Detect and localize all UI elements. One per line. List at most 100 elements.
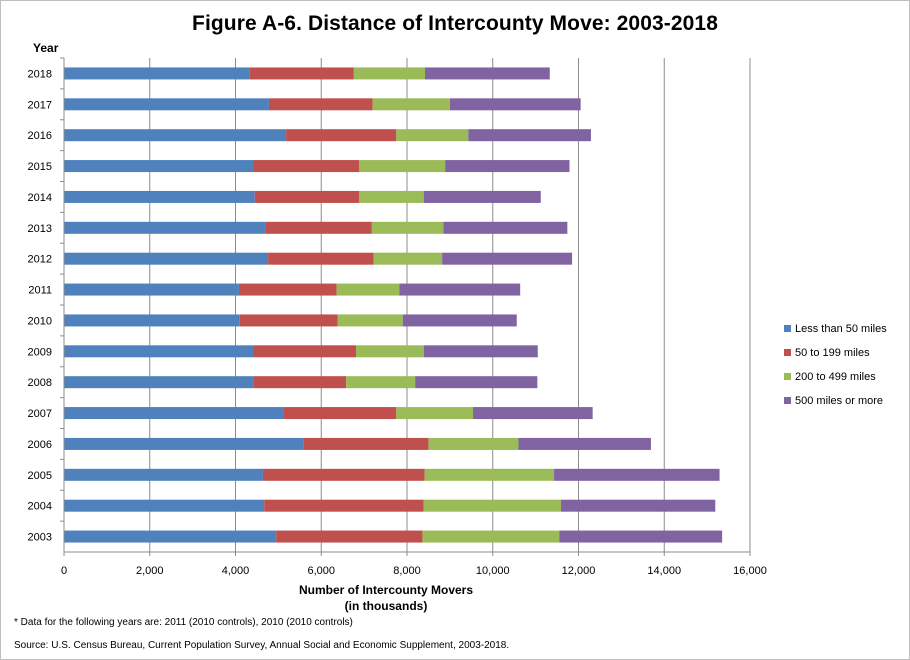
bar-segment: [249, 67, 354, 80]
x-tick-label: 2,000: [136, 565, 164, 577]
bar-segment: [425, 67, 550, 80]
bar-segment: [253, 376, 347, 389]
legend-swatch: [784, 397, 791, 404]
bar-segment: [371, 221, 444, 234]
y-axis-title: Year: [33, 41, 59, 55]
y-tick-label: 2004: [28, 501, 52, 513]
bar-segment: [64, 345, 254, 358]
legend-swatch: [784, 349, 791, 356]
bar-segment: [560, 499, 716, 512]
bar-segment: [346, 376, 416, 389]
y-tick-label: 2005: [28, 470, 52, 482]
bar-segment: [64, 530, 277, 543]
bar-segment: [64, 67, 250, 80]
bar-segment: [64, 221, 266, 234]
bar-segment: [64, 283, 239, 296]
legend-label: Less than 50 miles: [795, 323, 887, 335]
bar-segment: [473, 407, 593, 420]
x-tick-label: 6,000: [307, 565, 335, 577]
bar-segment: [64, 376, 254, 389]
y-tick-label: 2016: [28, 130, 52, 142]
y-tick-label: 2018: [28, 68, 52, 80]
legend-label: 200 to 499 miles: [795, 371, 876, 383]
bar-segment: [337, 314, 403, 327]
bar-segment: [253, 160, 359, 173]
bar-segment: [286, 129, 397, 142]
y-tick-label: 2017: [28, 99, 52, 111]
x-tick-label: 10,000: [476, 565, 510, 577]
y-tick-label: 2013: [28, 223, 52, 235]
bar-segment: [372, 98, 450, 111]
x-tick-label: 0: [61, 565, 67, 577]
bar-segment: [64, 407, 284, 420]
y-tick-label: 2014: [28, 192, 52, 204]
bar-segment: [373, 252, 443, 265]
bar-segment: [402, 314, 517, 327]
bar-segment: [423, 499, 561, 512]
y-tick-label: 2009: [28, 346, 52, 358]
y-tick-label: 2008: [28, 377, 52, 389]
bar-segment: [264, 499, 424, 512]
bar-segment: [355, 345, 424, 358]
bar-segment: [396, 129, 469, 142]
bar-segment: [64, 499, 265, 512]
bar-segment: [253, 345, 356, 358]
bar-segment: [254, 190, 359, 203]
bar-segment: [449, 98, 581, 111]
bar-segment: [64, 314, 240, 327]
bar-segment: [559, 530, 723, 543]
x-axis-subtitle: (in thousands): [345, 599, 428, 613]
bar-segment: [422, 530, 560, 543]
bar-segment: [64, 190, 255, 203]
bar-segment: [554, 468, 720, 481]
legend-swatch: [784, 373, 791, 380]
x-tick-label: 14,000: [647, 565, 681, 577]
bar-segment: [358, 160, 446, 173]
y-tick-label: 2015: [28, 161, 52, 173]
bar-segment: [428, 437, 519, 450]
bar-segment: [64, 98, 269, 111]
bar-segment: [303, 437, 429, 450]
bar-segment: [415, 376, 538, 389]
legend: Less than 50 miles 50 to 199 miles 200 to …: [784, 323, 887, 407]
y-tick-label: 2011: [28, 285, 52, 297]
y-tick-label: 2007: [28, 408, 52, 420]
bar-segment: [239, 314, 338, 327]
y-tick-label: 2003: [28, 532, 52, 544]
bar-segment: [64, 468, 263, 481]
bar-segment: [396, 407, 474, 420]
footnote: * Data for the following years are: 2011…: [14, 617, 353, 628]
x-tick-label: 16,000: [733, 565, 767, 577]
x-tick-label: 4,000: [222, 565, 250, 577]
bar-segment: [64, 252, 269, 265]
bar-segment: [238, 283, 337, 296]
bar-segment: [276, 530, 423, 543]
axes: 0 2,000 4,000 6,000 8,000 10,000 12,000 14,000 1…: [28, 57, 767, 577]
bar-segment: [283, 407, 397, 420]
bar-segment: [468, 129, 591, 142]
bar-segment: [423, 190, 541, 203]
legend-label: 500 miles or more: [795, 395, 883, 407]
bar-segment: [518, 437, 651, 450]
x-axis-title: Number of Intercounty Movers: [299, 583, 473, 597]
legend-swatch: [784, 325, 791, 332]
bar-segment: [423, 345, 538, 358]
legend-label: 50 to 199 miles: [795, 347, 870, 359]
bar-segment: [268, 98, 373, 111]
x-tick-label: 8,000: [393, 565, 421, 577]
bar-segment: [265, 221, 372, 234]
bar-segment: [399, 283, 521, 296]
bar-segment: [262, 468, 425, 481]
bar-segment: [353, 67, 426, 80]
bar-segment: [358, 190, 424, 203]
chart-title: Figure A-6. Distance of Intercounty Move…: [192, 12, 718, 35]
y-tick-label: 2012: [28, 254, 52, 266]
y-tick-label: 2010: [28, 315, 52, 327]
bar-segment: [64, 129, 287, 142]
bar-segment: [424, 468, 555, 481]
bar-segment: [64, 160, 254, 173]
bar-segment: [268, 252, 374, 265]
source-note: Source: U.S. Census Bureau, Current Popu…: [14, 640, 510, 651]
bars: [64, 67, 723, 543]
